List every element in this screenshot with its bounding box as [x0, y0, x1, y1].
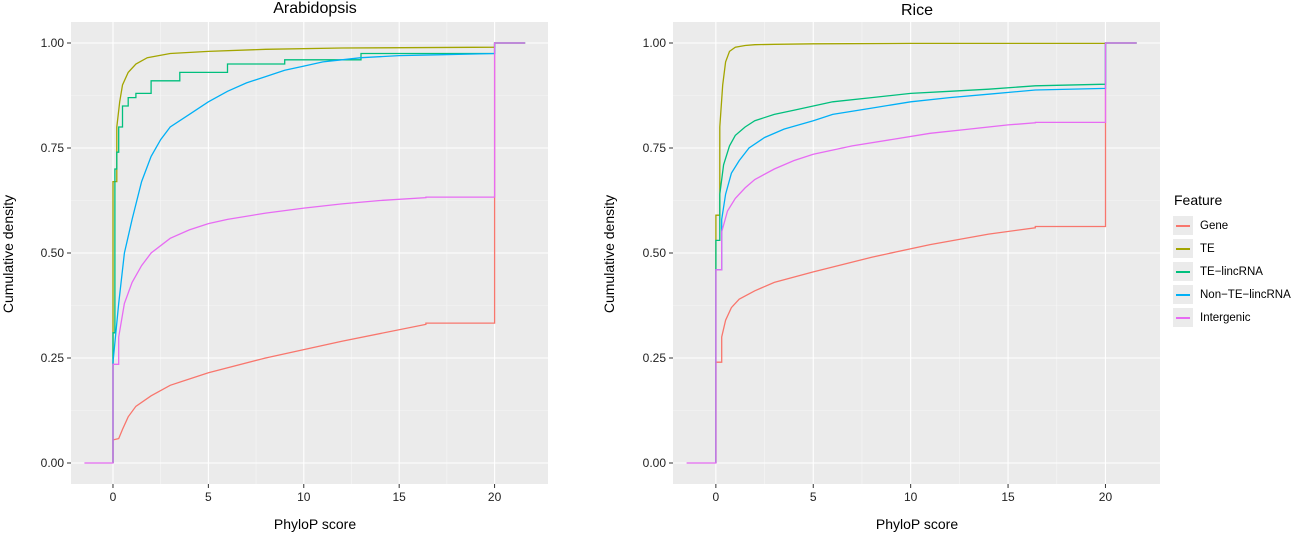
y-tick-label: 0.75 [41, 141, 65, 155]
legend-label: TE [1200, 242, 1215, 255]
chart-title: Arabidopsis [273, 0, 357, 17]
x-axis-label: PhyloP score [876, 516, 958, 532]
series-line-non-te-lincrna [112, 42, 526, 463]
legend-key [1172, 284, 1194, 305]
legend: Feature Gene TE TE−lincRNA Non−TE−lincRN… [1172, 192, 1297, 329]
legend-label: TE−lincRNA [1200, 265, 1263, 278]
plot-area: 0 5 10 15 20 0.00 0.25 0.50 0.75 1.00 [41, 22, 548, 504]
x-tick-label: 20 [1099, 490, 1113, 504]
y-tick-label: 0.25 [41, 351, 65, 365]
x-tick-label: 0 [713, 490, 720, 504]
legend-item-non-te-lincrna: Non−TE−lincRNA [1172, 283, 1297, 306]
y-tick-label: 0.50 [643, 246, 667, 260]
legend-item-gene: Gene [1172, 214, 1297, 237]
legend-item-te: TE [1172, 237, 1297, 260]
chart-title: Rice [901, 2, 933, 19]
x-tick-label: 15 [1001, 490, 1015, 504]
series-line-gene [112, 42, 526, 463]
series-lines [686, 42, 1137, 464]
series-line-gene [715, 42, 1137, 463]
y-tick-label: 0.00 [41, 456, 65, 470]
legend-key [1172, 261, 1194, 282]
legend-key [1172, 238, 1194, 259]
legend-item-intergenic: Intergenic [1172, 306, 1297, 329]
legend-label: Gene [1200, 219, 1229, 232]
y-tick-label: 0.00 [643, 456, 667, 470]
x-tick-label: 5 [205, 490, 212, 504]
series-line-non-te-lincrna [715, 42, 1137, 463]
legend-label: Non−TE−lincRNA [1200, 288, 1291, 301]
x-tick-label: 5 [810, 490, 817, 504]
y-tick-label: 0.50 [41, 246, 65, 260]
y-axis-label: Cumulative density [601, 195, 617, 313]
x-tick-label: 10 [904, 490, 918, 504]
y-tick-label: 0.75 [643, 141, 667, 155]
x-tick-label: 0 [110, 490, 117, 504]
series-line-te-lincrna [715, 42, 1137, 463]
x-tick-label: 15 [392, 490, 406, 504]
plot-area: 0 5 10 15 20 0.00 0.25 0.50 0.75 1.00 [643, 22, 1160, 504]
y-tick-label: 0.25 [643, 351, 667, 365]
legend-title: Feature [1174, 192, 1223, 208]
series-line-intergenic [84, 42, 526, 464]
y-tick-label: 1.00 [643, 36, 667, 50]
x-tick-label: 10 [297, 490, 311, 504]
series-line-te [715, 42, 1137, 463]
series-line-te-lincrna [112, 42, 526, 463]
series-line-intergenic [686, 42, 1137, 464]
panel-rice: 0 5 10 15 20 0.00 0.25 0.50 0.75 1.00 Rice PhyloP… [601, 2, 1160, 532]
legend-label: Intergenic [1200, 311, 1251, 324]
series-lines [84, 42, 526, 464]
legend-key [1172, 307, 1194, 328]
x-axis-label: PhyloP score [274, 516, 356, 532]
y-tick-label: 1.00 [41, 36, 65, 50]
legend-item-te-lincrna: TE−lincRNA [1172, 260, 1297, 283]
y-axis-label: Cumulative density [0, 195, 16, 313]
x-tick-label: 20 [488, 490, 502, 504]
legend-key [1172, 215, 1194, 236]
panel-arabidopsis: 0 5 10 15 20 0.00 0.25 0.50 0.75 1.00 Arabidopsis… [0, 0, 548, 532]
